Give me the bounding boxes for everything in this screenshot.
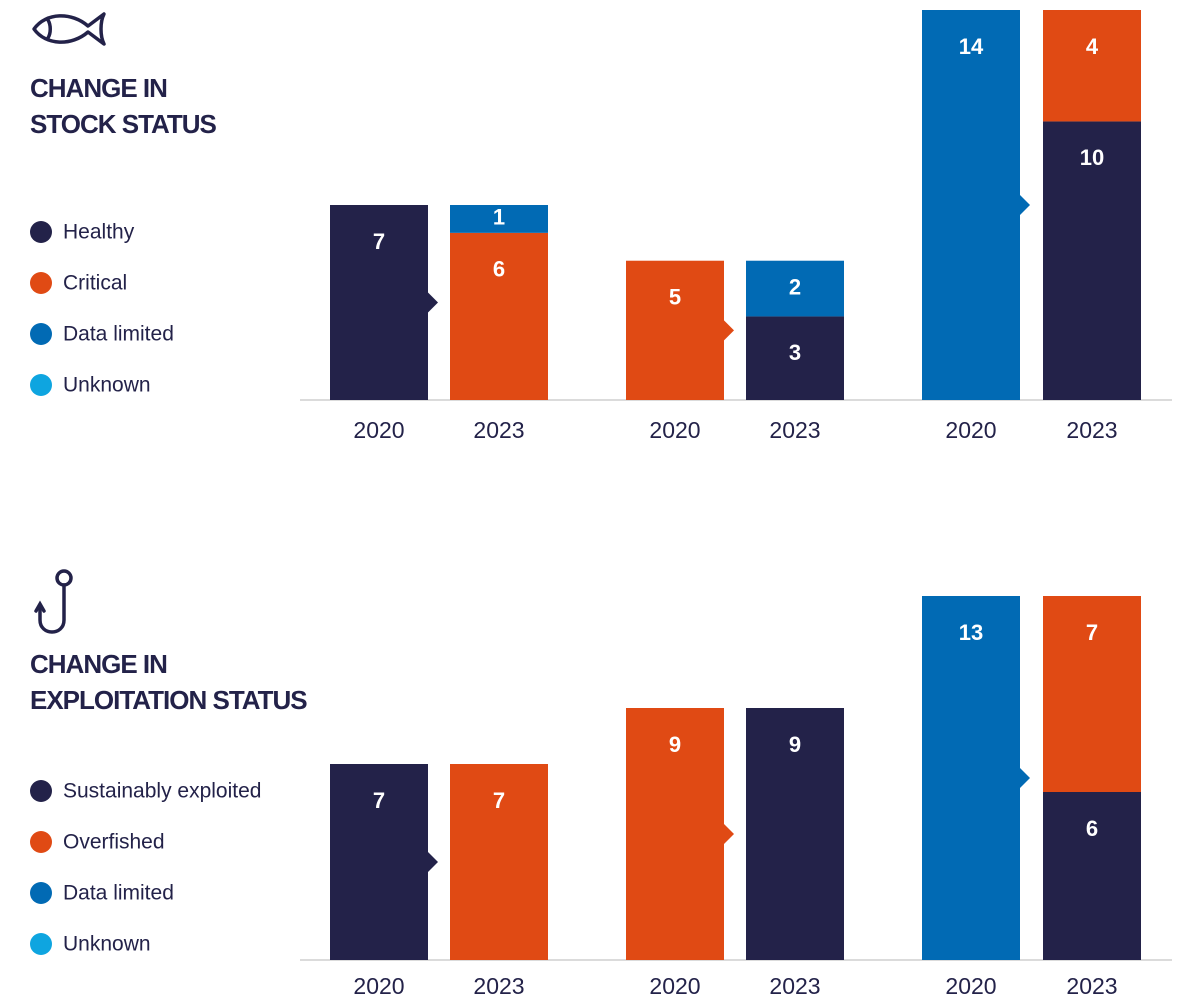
legend-label: Unknown bbox=[63, 933, 151, 956]
transition-arrow bbox=[1020, 768, 1030, 788]
bar-segment bbox=[450, 232, 548, 400]
value-label: 6 bbox=[1086, 816, 1098, 841]
value-label: 4 bbox=[1086, 34, 1099, 59]
value-label: 13 bbox=[959, 620, 983, 645]
value-label: 7 bbox=[373, 229, 385, 254]
fish-icon bbox=[32, 12, 106, 46]
value-label: 10 bbox=[1080, 145, 1104, 170]
value-label: 7 bbox=[493, 788, 505, 813]
x-tick-label: 2020 bbox=[353, 417, 404, 443]
value-label: 3 bbox=[789, 340, 801, 365]
bar-segment bbox=[450, 205, 548, 233]
x-tick-label: 2020 bbox=[945, 417, 996, 443]
bar-segment bbox=[626, 708, 724, 960]
transition-arrow bbox=[1020, 195, 1030, 215]
legend-label: Healthy bbox=[63, 221, 135, 244]
bar-segment bbox=[746, 708, 844, 960]
panel-title: CHANGE IN bbox=[30, 73, 167, 103]
bar-segment bbox=[922, 596, 1020, 960]
x-tick-label: 2020 bbox=[353, 973, 404, 999]
legend-label: Overfished bbox=[63, 831, 165, 854]
value-label: 7 bbox=[373, 788, 385, 813]
transition-arrow bbox=[724, 824, 734, 844]
value-label: 1 bbox=[493, 205, 505, 230]
legend-label: Unknown bbox=[63, 374, 151, 397]
transition-arrow bbox=[428, 852, 438, 872]
bar-segment bbox=[1043, 10, 1141, 122]
panel-title: EXPLOITATION STATUS bbox=[30, 685, 307, 715]
legend-label: Data limited bbox=[63, 882, 174, 905]
transition-arrow bbox=[724, 320, 734, 341]
bar-segment bbox=[1043, 596, 1141, 792]
x-tick-label: 2020 bbox=[649, 973, 700, 999]
x-tick-label: 2023 bbox=[769, 973, 820, 999]
x-tick-label: 2023 bbox=[1066, 973, 1117, 999]
value-label: 9 bbox=[789, 732, 801, 757]
x-tick-label: 2020 bbox=[649, 417, 700, 443]
bar-segment bbox=[746, 316, 844, 400]
legend-swatch bbox=[30, 882, 52, 904]
x-tick-label: 2023 bbox=[473, 973, 524, 999]
value-label: 14 bbox=[959, 34, 984, 59]
legend-label: Sustainably exploited bbox=[63, 780, 261, 803]
x-tick-label: 2023 bbox=[1066, 417, 1117, 443]
bar-segment bbox=[330, 764, 428, 960]
bar-segment bbox=[746, 260, 844, 317]
legend-swatch bbox=[30, 272, 52, 294]
legend-swatch bbox=[30, 323, 52, 345]
value-label: 6 bbox=[493, 257, 505, 282]
legend-swatch bbox=[30, 780, 52, 802]
x-tick-label: 2023 bbox=[473, 417, 524, 443]
bar-segment bbox=[626, 260, 724, 400]
bar-segment bbox=[1043, 792, 1141, 960]
legend-swatch bbox=[30, 831, 52, 853]
value-label: 7 bbox=[1086, 620, 1098, 645]
x-tick-label: 2023 bbox=[769, 417, 820, 443]
legend-label: Data limited bbox=[63, 323, 174, 346]
bar-segment bbox=[922, 10, 1020, 400]
panel-title: CHANGE IN bbox=[30, 649, 167, 679]
transition-arrow bbox=[428, 292, 438, 313]
value-label: 9 bbox=[669, 732, 681, 757]
value-label: 5 bbox=[669, 285, 681, 310]
bar-segment bbox=[1043, 121, 1141, 400]
legend-swatch bbox=[30, 374, 52, 396]
bar-segment bbox=[330, 205, 428, 400]
bar-segment bbox=[450, 764, 548, 960]
hook-icon bbox=[34, 569, 73, 634]
legend-label: Critical bbox=[63, 272, 127, 295]
panel-title: STOCK STATUS bbox=[30, 109, 217, 139]
legend-swatch bbox=[30, 221, 52, 243]
legend-swatch bbox=[30, 933, 52, 955]
value-label: 2 bbox=[789, 274, 801, 299]
x-tick-label: 2020 bbox=[945, 973, 996, 999]
